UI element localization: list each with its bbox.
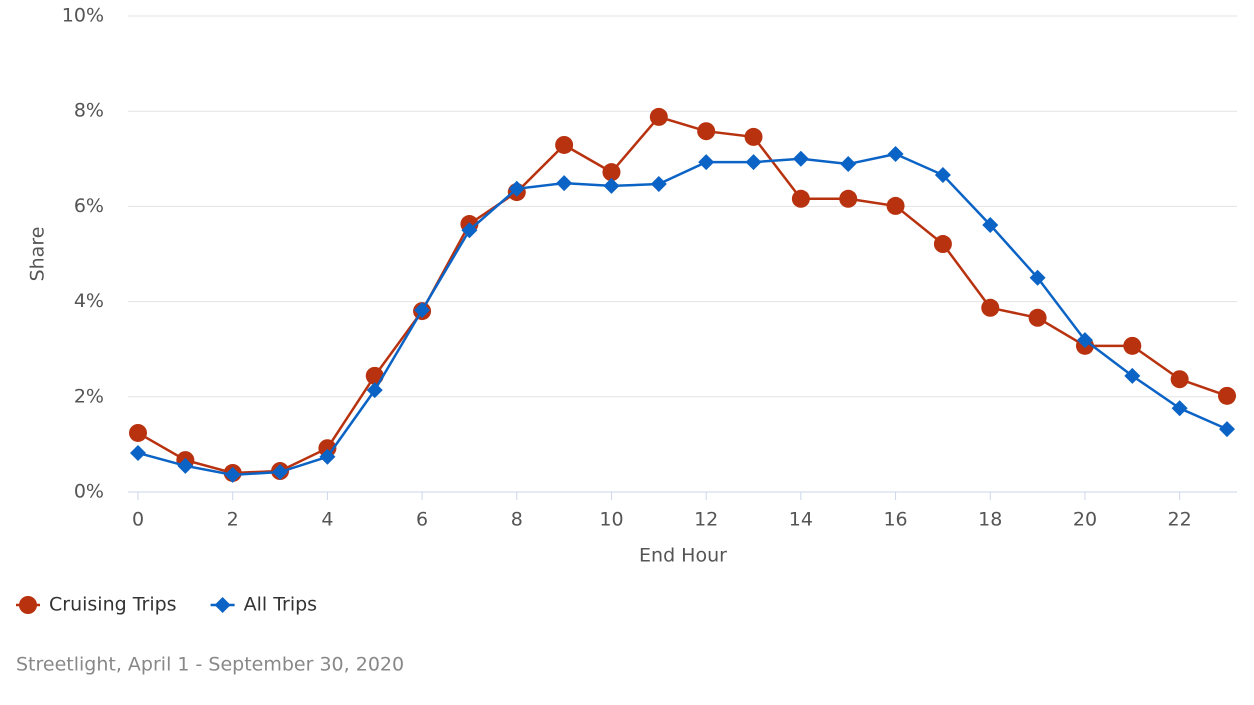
- data-point: [887, 146, 904, 163]
- data-point: [744, 127, 763, 146]
- y-axis-title: Share: [27, 227, 49, 282]
- series-line: [137, 152, 1228, 477]
- x-tick-label: 6: [416, 509, 428, 531]
- data-point: [1171, 400, 1188, 417]
- x-tick-label: 12: [694, 509, 718, 531]
- data-point: [697, 122, 716, 141]
- data-point: [555, 135, 574, 154]
- y-tick-label: 8%: [74, 100, 104, 122]
- data-point: [933, 235, 952, 254]
- data-point: [319, 448, 336, 465]
- data-point: [982, 216, 999, 233]
- x-tick-label: 2: [227, 509, 239, 531]
- x-tick-label: 18: [978, 509, 1002, 531]
- data-point: [840, 156, 857, 173]
- x-tick-label: 22: [1168, 509, 1192, 531]
- legend-label: All Trips: [244, 594, 317, 616]
- data-point: [414, 302, 431, 319]
- data-point: [224, 466, 241, 483]
- data-point: [886, 196, 905, 215]
- x-tick-label: 10: [599, 509, 623, 531]
- data-point: [791, 189, 810, 208]
- legend-label: Cruising Trips: [49, 594, 177, 616]
- y-tick-label: 10%: [62, 5, 104, 27]
- x-tick-label: 14: [789, 509, 813, 531]
- x-tick-label: 4: [321, 509, 333, 531]
- x-tick-label: 20: [1073, 509, 1097, 531]
- data-point: [745, 154, 762, 171]
- x-tick-label: 16: [883, 509, 907, 531]
- data-point: [1218, 386, 1236, 405]
- data-point: [792, 150, 809, 167]
- data-point: [649, 107, 668, 126]
- source-note: Streetlight, April 1 - September 30, 202…: [16, 654, 404, 676]
- data-point: [366, 382, 383, 399]
- x-tick-label: 0: [132, 509, 144, 531]
- data-point: [1219, 421, 1235, 438]
- data-point: [698, 154, 715, 171]
- data-point: [1170, 370, 1189, 389]
- data-point: [556, 175, 573, 192]
- data-point: [981, 298, 1000, 317]
- data-point: [1123, 336, 1142, 355]
- data-point: [1029, 269, 1046, 286]
- data-point: [1124, 367, 1141, 384]
- y-tick-label: 6%: [74, 195, 104, 217]
- y-tick-label: 0%: [74, 481, 104, 503]
- data-point: [602, 163, 621, 182]
- legend-marker: [214, 597, 231, 613]
- y-tick-label: 2%: [74, 385, 104, 407]
- data-point: [1028, 308, 1047, 327]
- data-point: [129, 423, 147, 442]
- y-tick-label: 4%: [74, 290, 104, 312]
- data-point: [272, 464, 289, 481]
- legend-marker: [19, 596, 37, 614]
- data-point: [130, 444, 146, 461]
- data-point: [839, 189, 858, 208]
- x-tick-label: 8: [511, 509, 523, 531]
- data-point: [461, 222, 478, 239]
- x-axis-title: End Hour: [639, 545, 727, 567]
- data-point: [177, 457, 194, 474]
- data-point: [650, 176, 667, 193]
- series-line: [137, 115, 1228, 475]
- data-point: [508, 180, 525, 197]
- data-point: [318, 439, 337, 458]
- data-point: [934, 166, 951, 183]
- data-point: [603, 177, 620, 194]
- data-point: [1076, 332, 1093, 349]
